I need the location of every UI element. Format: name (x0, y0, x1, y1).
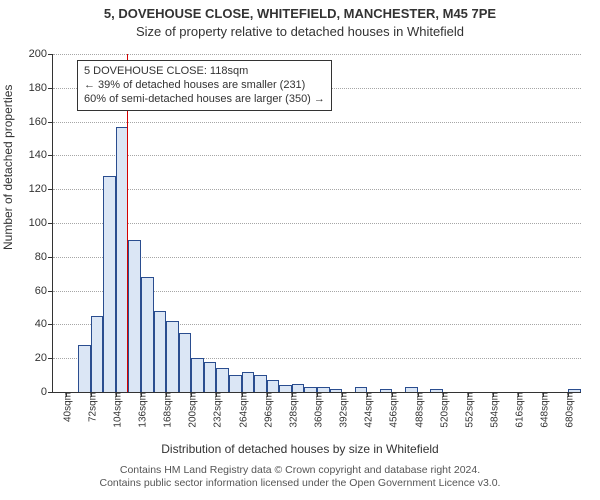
histogram-bar (254, 375, 267, 392)
histogram-bar (191, 358, 204, 392)
histogram-bar (279, 385, 292, 392)
x-tick-label: 328sqm (284, 392, 299, 428)
footer-line-2: Contains public sector information licen… (0, 477, 600, 490)
histogram-bar (216, 368, 229, 392)
y-tick-label: 140 (29, 149, 53, 161)
callout-line-1: 5 DOVEHOUSE CLOSE: 118sqm (84, 65, 325, 79)
y-tick-label: 40 (35, 318, 53, 330)
x-tick-label: 520sqm (435, 392, 450, 428)
x-tick-label: 200sqm (184, 392, 199, 428)
histogram-bar (204, 362, 217, 392)
histogram-bar (103, 176, 116, 392)
histogram-bar (154, 311, 167, 392)
x-axis-label: Distribution of detached houses by size … (0, 442, 600, 456)
y-tick-label: 20 (35, 352, 53, 364)
y-gridline (53, 223, 581, 224)
x-tick-label: 168sqm (159, 392, 174, 428)
callout-line-2: ← 39% of detached houses are smaller (23… (84, 79, 325, 93)
footer-line-1: Contains HM Land Registry data © Crown c… (0, 464, 600, 477)
y-tick-label: 180 (29, 82, 53, 94)
chart-container: { "title": "5, DOVEHOUSE CLOSE, WHITEFIE… (0, 0, 600, 500)
y-gridline (53, 122, 581, 123)
x-tick-label: 616sqm (511, 392, 526, 428)
y-tick-label: 100 (29, 217, 53, 229)
histogram-bar (292, 384, 305, 392)
histogram-bar (91, 316, 104, 392)
x-tick-label: 488sqm (410, 392, 425, 428)
histogram-bar (179, 333, 192, 392)
x-tick-label: 136sqm (134, 392, 149, 428)
x-tick-label: 72sqm (83, 392, 98, 422)
x-tick-label: 104sqm (108, 392, 123, 428)
x-tick-label: 424sqm (360, 392, 375, 428)
x-tick-label: 456sqm (385, 392, 400, 428)
x-tick-label: 296sqm (259, 392, 274, 428)
y-axis-label: Number of detached properties (1, 85, 15, 250)
y-tick-label: 60 (35, 285, 53, 297)
plot-area: 02040608010012014016018020040sqm72sqm104… (52, 54, 581, 393)
chart-subtitle: Size of property relative to detached ho… (0, 24, 600, 39)
x-tick-label: 392sqm (335, 392, 350, 428)
x-tick-label: 680sqm (561, 392, 576, 428)
x-tick-label: 232sqm (209, 392, 224, 428)
y-tick-label: 0 (41, 386, 53, 398)
histogram-bar (267, 380, 280, 392)
chart-title: 5, DOVEHOUSE CLOSE, WHITEFIELD, MANCHEST… (0, 6, 600, 21)
y-tick-label: 80 (35, 251, 53, 263)
chart-footer: Contains HM Land Registry data © Crown c… (0, 464, 600, 490)
x-tick-label: 648sqm (536, 392, 551, 428)
y-gridline (53, 189, 581, 190)
callout-line-3: 60% of semi-detached houses are larger (… (84, 93, 325, 107)
histogram-bar (166, 321, 179, 392)
x-tick-label: 584sqm (486, 392, 501, 428)
callout-box: 5 DOVEHOUSE CLOSE: 118sqm ← 39% of detac… (77, 60, 332, 111)
histogram-bar (242, 372, 255, 392)
histogram-bar (78, 345, 91, 392)
histogram-bar (141, 277, 154, 392)
histogram-bar (229, 375, 242, 392)
x-tick-label: 552sqm (460, 392, 475, 428)
y-tick-label: 120 (29, 183, 53, 195)
histogram-bar (128, 240, 141, 392)
x-tick-label: 360sqm (310, 392, 325, 428)
y-gridline (53, 155, 581, 156)
x-tick-label: 264sqm (234, 392, 249, 428)
y-tick-label: 160 (29, 116, 53, 128)
y-tick-label: 200 (29, 48, 53, 60)
x-tick-label: 40sqm (58, 392, 73, 422)
y-gridline (53, 54, 581, 55)
